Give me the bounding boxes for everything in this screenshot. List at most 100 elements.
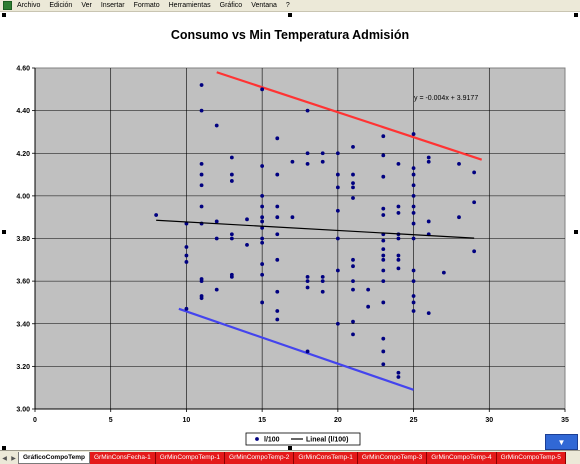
sheet-tab[interactable]: GrMinConsTemp-1: [294, 452, 358, 464]
selection-handle-top-mid[interactable]: [288, 13, 292, 17]
menu-item[interactable]: Herramientas: [168, 2, 211, 9]
data-point[interactable]: [305, 274, 310, 279]
data-point[interactable]: [396, 375, 401, 379]
data-point[interactable]: [335, 236, 340, 241]
data-point[interactable]: [260, 272, 265, 277]
data-point[interactable]: [184, 253, 189, 258]
data-point[interactable]: [472, 200, 477, 205]
data-point[interactable]: [245, 217, 249, 222]
data-point[interactable]: [229, 155, 234, 160]
sheet-tab[interactable]: GrMinCompoTemp-3: [357, 452, 428, 464]
data-point[interactable]: [381, 268, 386, 273]
data-point[interactable]: [411, 236, 416, 241]
data-point[interactable]: [396, 266, 401, 271]
data-point[interactable]: [154, 213, 159, 217]
data-point[interactable]: [260, 215, 265, 220]
data-point[interactable]: [411, 221, 416, 226]
selection-handle-top-left[interactable]: [2, 13, 6, 17]
data-point[interactable]: [275, 232, 280, 237]
data-point[interactable]: [184, 260, 189, 264]
data-point[interactable]: [184, 221, 189, 226]
dropdown-widget[interactable]: ▼: [545, 434, 578, 450]
data-point[interactable]: [351, 196, 355, 200]
tab-nav-first-icon[interactable]: ◀: [2, 455, 7, 462]
data-point[interactable]: [275, 215, 280, 220]
data-point[interactable]: [381, 213, 386, 217]
data-point[interactable]: [305, 349, 310, 354]
data-point[interactable]: [351, 287, 355, 292]
data-point[interactable]: [396, 162, 401, 166]
sheet-tab[interactable]: GrMinCompoTemp-5: [496, 452, 566, 464]
data-point[interactable]: [426, 311, 431, 315]
data-point[interactable]: [305, 162, 310, 166]
data-point[interactable]: [260, 204, 265, 209]
data-point[interactable]: [441, 270, 446, 275]
data-point[interactable]: [199, 162, 204, 166]
data-point[interactable]: [275, 309, 280, 313]
data-point[interactable]: [366, 287, 371, 292]
data-point[interactable]: [335, 172, 340, 177]
data-point[interactable]: [457, 162, 461, 166]
data-point[interactable]: [351, 144, 355, 149]
menu-item[interactable]: Ventana: [251, 2, 277, 9]
data-point[interactable]: [351, 264, 355, 269]
data-point[interactable]: [305, 151, 310, 156]
data-point[interactable]: [411, 279, 416, 284]
sheet-tab[interactable]: GrMinCompoTemp-4: [427, 452, 497, 464]
data-point[interactable]: [214, 219, 219, 224]
menu-item[interactable]: Insertar: [100, 2, 125, 9]
data-point[interactable]: [381, 206, 386, 211]
data-point[interactable]: [351, 257, 355, 262]
data-point[interactable]: [351, 319, 355, 324]
data-point[interactable]: [381, 134, 386, 139]
data-point[interactable]: [260, 225, 265, 230]
data-point[interactable]: [260, 300, 265, 305]
data-point[interactable]: [335, 151, 340, 156]
data-point[interactable]: [320, 151, 325, 156]
data-point[interactable]: [381, 253, 386, 258]
data-point[interactable]: [320, 279, 325, 284]
data-point[interactable]: [260, 193, 265, 198]
tab-nav-last-icon[interactable]: ▶: [11, 455, 16, 462]
data-point[interactable]: [396, 257, 401, 262]
data-point[interactable]: [320, 289, 325, 294]
data-point[interactable]: [351, 172, 355, 177]
data-point[interactable]: [199, 279, 204, 284]
excel-app-icon[interactable]: [3, 1, 12, 10]
menu-item[interactable]: Edición: [49, 2, 73, 9]
data-point[interactable]: [411, 193, 416, 198]
data-point[interactable]: [229, 232, 234, 237]
data-point[interactable]: [305, 108, 310, 113]
data-point[interactable]: [411, 132, 416, 136]
data-point[interactable]: [214, 236, 219, 241]
data-point[interactable]: [335, 321, 340, 326]
data-point[interactable]: [229, 236, 234, 241]
data-point[interactable]: [351, 279, 355, 284]
data-point[interactable]: [381, 362, 386, 367]
data-point[interactable]: [381, 300, 386, 305]
data-point[interactable]: [199, 296, 204, 301]
data-point[interactable]: [305, 285, 310, 290]
menu-item[interactable]: Formato: [133, 2, 160, 9]
selection-handle-mid-right[interactable]: [574, 230, 578, 234]
data-point[interactable]: [396, 204, 401, 209]
data-point[interactable]: [275, 289, 280, 294]
data-point[interactable]: [275, 136, 280, 141]
data-point[interactable]: [411, 211, 416, 215]
data-point[interactable]: [396, 211, 401, 215]
data-point[interactable]: [411, 309, 416, 313]
data-point[interactable]: [472, 170, 477, 175]
data-point[interactable]: [199, 183, 204, 188]
data-point[interactable]: [260, 87, 265, 92]
data-point[interactable]: [229, 172, 234, 177]
data-point[interactable]: [366, 304, 371, 309]
data-point[interactable]: [381, 238, 386, 243]
data-point[interactable]: [381, 257, 386, 262]
data-point[interactable]: [184, 245, 189, 249]
data-point[interactable]: [245, 242, 249, 247]
data-point[interactable]: [381, 349, 386, 354]
sheet-tab[interactable]: GrMinCompoTemp-1: [155, 452, 226, 464]
data-point[interactable]: [396, 253, 401, 258]
sheet-tab-active[interactable]: GráficoCompoTemp: [18, 452, 90, 464]
data-point[interactable]: [305, 279, 310, 284]
